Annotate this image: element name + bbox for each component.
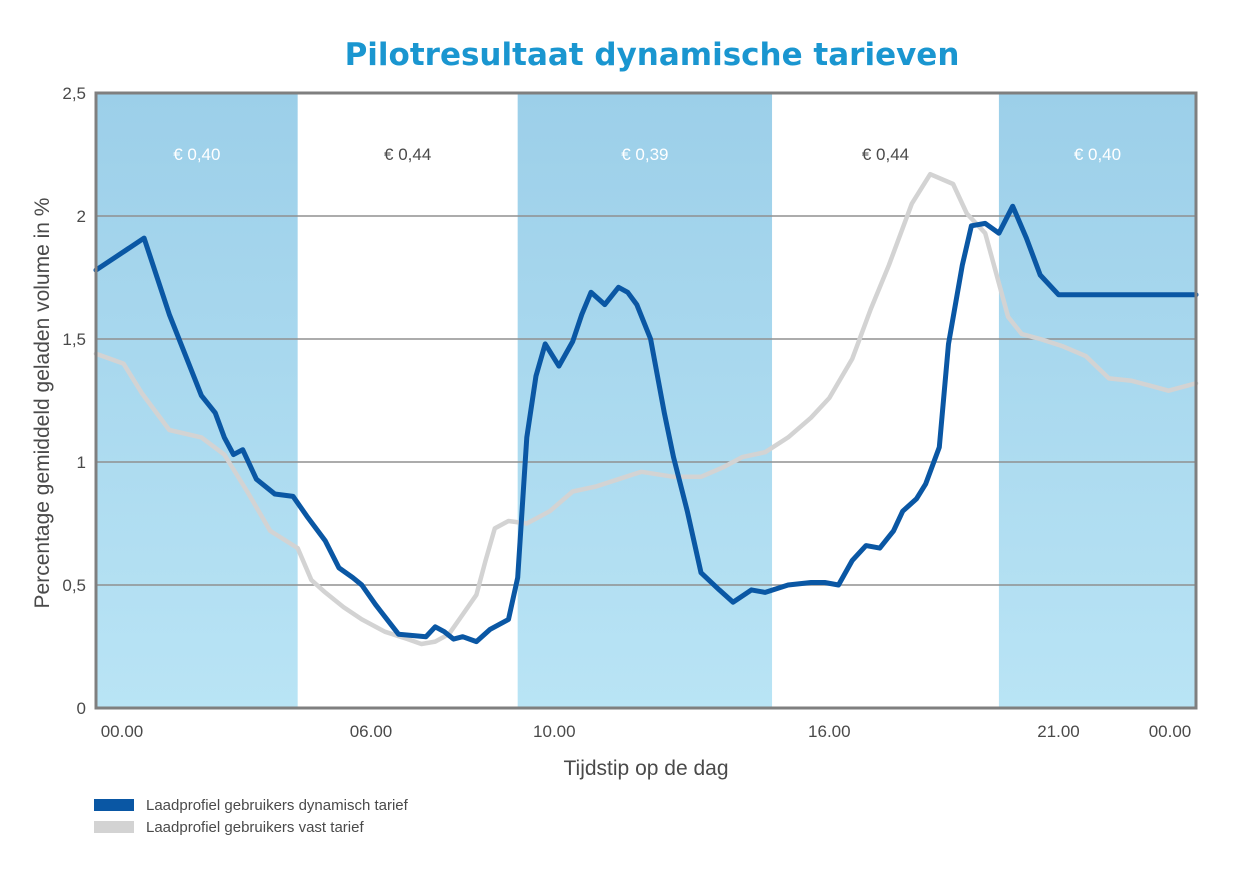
legend-swatch [94, 821, 134, 833]
tariff-price-label: € 0,44 [384, 145, 431, 164]
chart-title: Pilotresultaat dynamische tarieven [345, 37, 960, 73]
series-line-dynamic [93, 203, 1199, 645]
legend-swatch [94, 799, 134, 811]
tariff-bands [96, 93, 1196, 708]
x-tick-label: 00.00 [1149, 722, 1192, 741]
tariff-price-label: € 0,40 [173, 145, 220, 164]
tariff-price-label: € 0,40 [1074, 145, 1121, 164]
x-tick-label: 16.00 [808, 722, 851, 741]
y-axis-title: Percentage gemiddeld geladen volume in % [31, 198, 54, 609]
x-tick-label: 10.00 [533, 722, 576, 741]
tariff-price-label: € 0,39 [621, 145, 668, 164]
legend-label: Laadprofiel gebruikers vast tarief [146, 819, 364, 836]
y-tick-label: 0 [77, 699, 86, 718]
tariff-price-label: € 0,44 [862, 145, 909, 164]
y-axis-ticks: 0 0,5 1 1,5 2 2,5 [62, 84, 86, 718]
x-axis-title: Tijdstip op de dag [564, 757, 729, 780]
y-tick-label: 0,5 [62, 576, 86, 595]
x-axis-ticks: 00.00 06.00 10.00 16.00 21.00 00.00 [101, 722, 1192, 741]
y-tick-label: 1,5 [62, 330, 86, 349]
series-line-fixed [93, 171, 1199, 647]
x-tick-label: 21.00 [1037, 722, 1080, 741]
tariff-band-2 [517, 93, 773, 708]
y-tick-label: 2 [77, 207, 86, 226]
x-tick-label: 00.00 [101, 722, 144, 741]
y-tick-label: 2,5 [62, 84, 86, 103]
plot-frame [94, 91, 1198, 710]
series-lines [93, 171, 1199, 647]
x-tick-label: 06.00 [350, 722, 393, 741]
legend: Laadprofiel gebruikers dynamisch tarief L… [94, 797, 409, 836]
gridlines [96, 215, 1196, 586]
legend-label: Laadprofiel gebruikers dynamisch tarief [146, 797, 409, 814]
tariff-band-0 [96, 93, 298, 708]
tariff-price-labels: € 0,40 € 0,44 € 0,39 € 0,44 € 0,40 [173, 145, 1121, 164]
y-tick-label: 1 [77, 453, 86, 472]
tariff-band-4 [998, 93, 1196, 708]
